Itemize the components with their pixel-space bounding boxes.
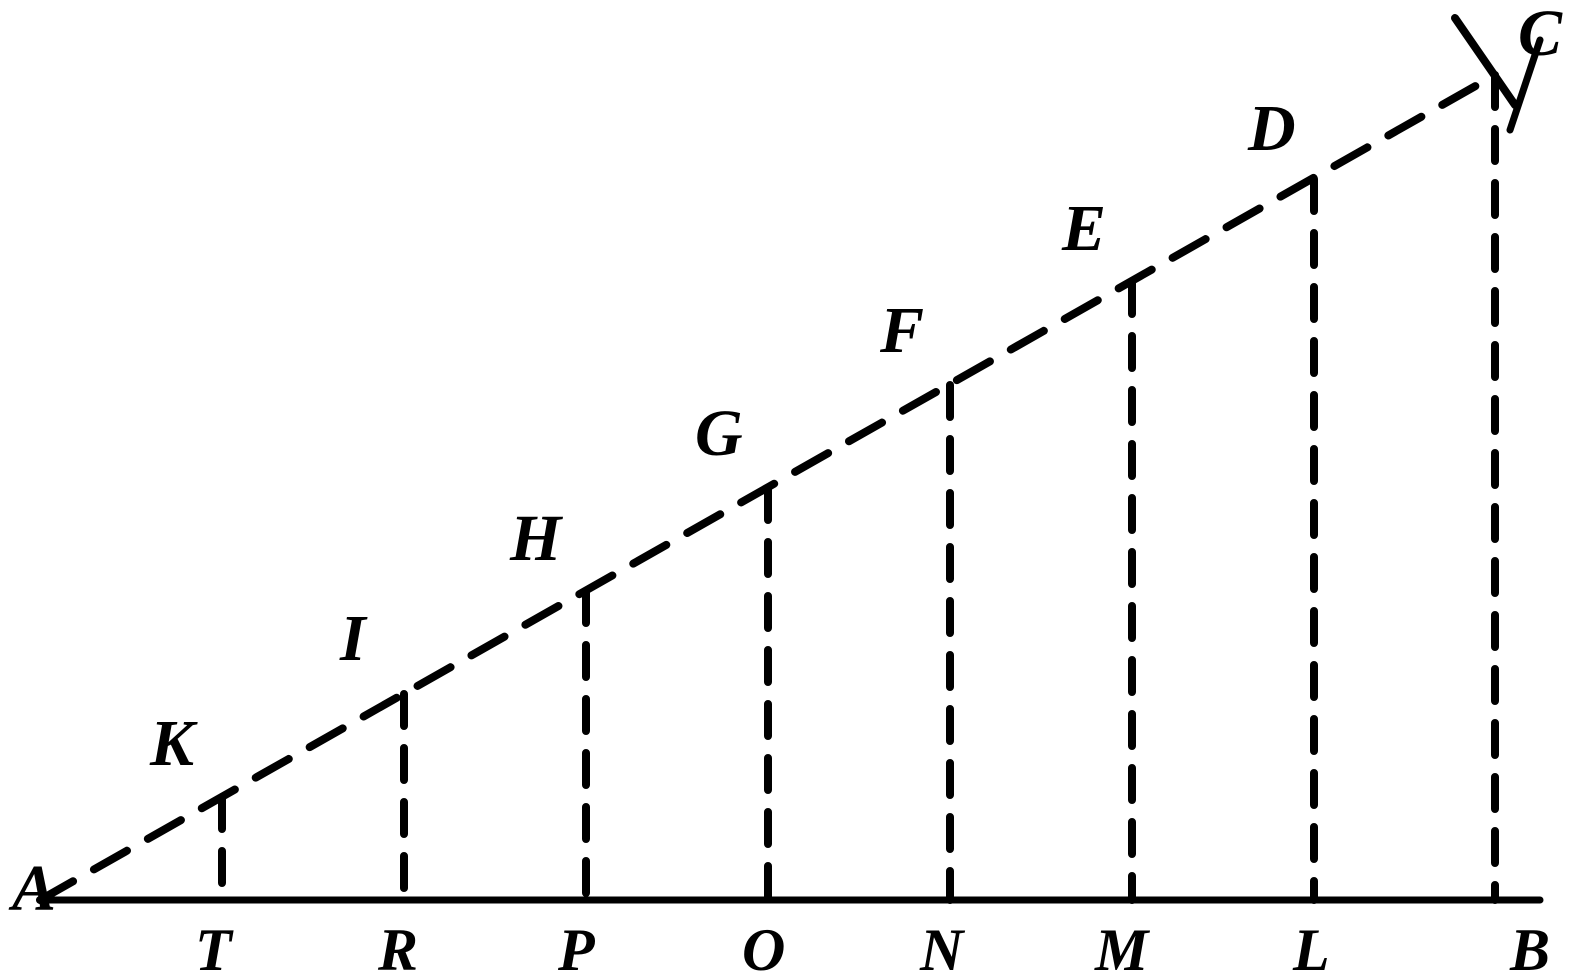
label-H: H <box>509 502 564 575</box>
label-M: M <box>1094 917 1151 980</box>
label-B: B <box>1509 917 1550 980</box>
label-K: K <box>149 707 198 780</box>
label-O: O <box>742 917 785 980</box>
label-G: G <box>695 397 743 470</box>
label-I: I <box>339 602 368 675</box>
label-C: C <box>1518 0 1563 70</box>
label-E: E <box>1061 192 1106 265</box>
label-D: D <box>1247 92 1296 165</box>
label-F: F <box>879 294 924 367</box>
label-P: P <box>557 917 596 980</box>
label-T: T <box>195 917 234 980</box>
label-A: A <box>8 852 56 925</box>
label-N: N <box>919 917 966 980</box>
geometry-diagram: A K T I R H P G O F N E M D L C B <box>0 0 1577 980</box>
label-L: L <box>1292 917 1330 980</box>
label-R: R <box>377 917 418 980</box>
